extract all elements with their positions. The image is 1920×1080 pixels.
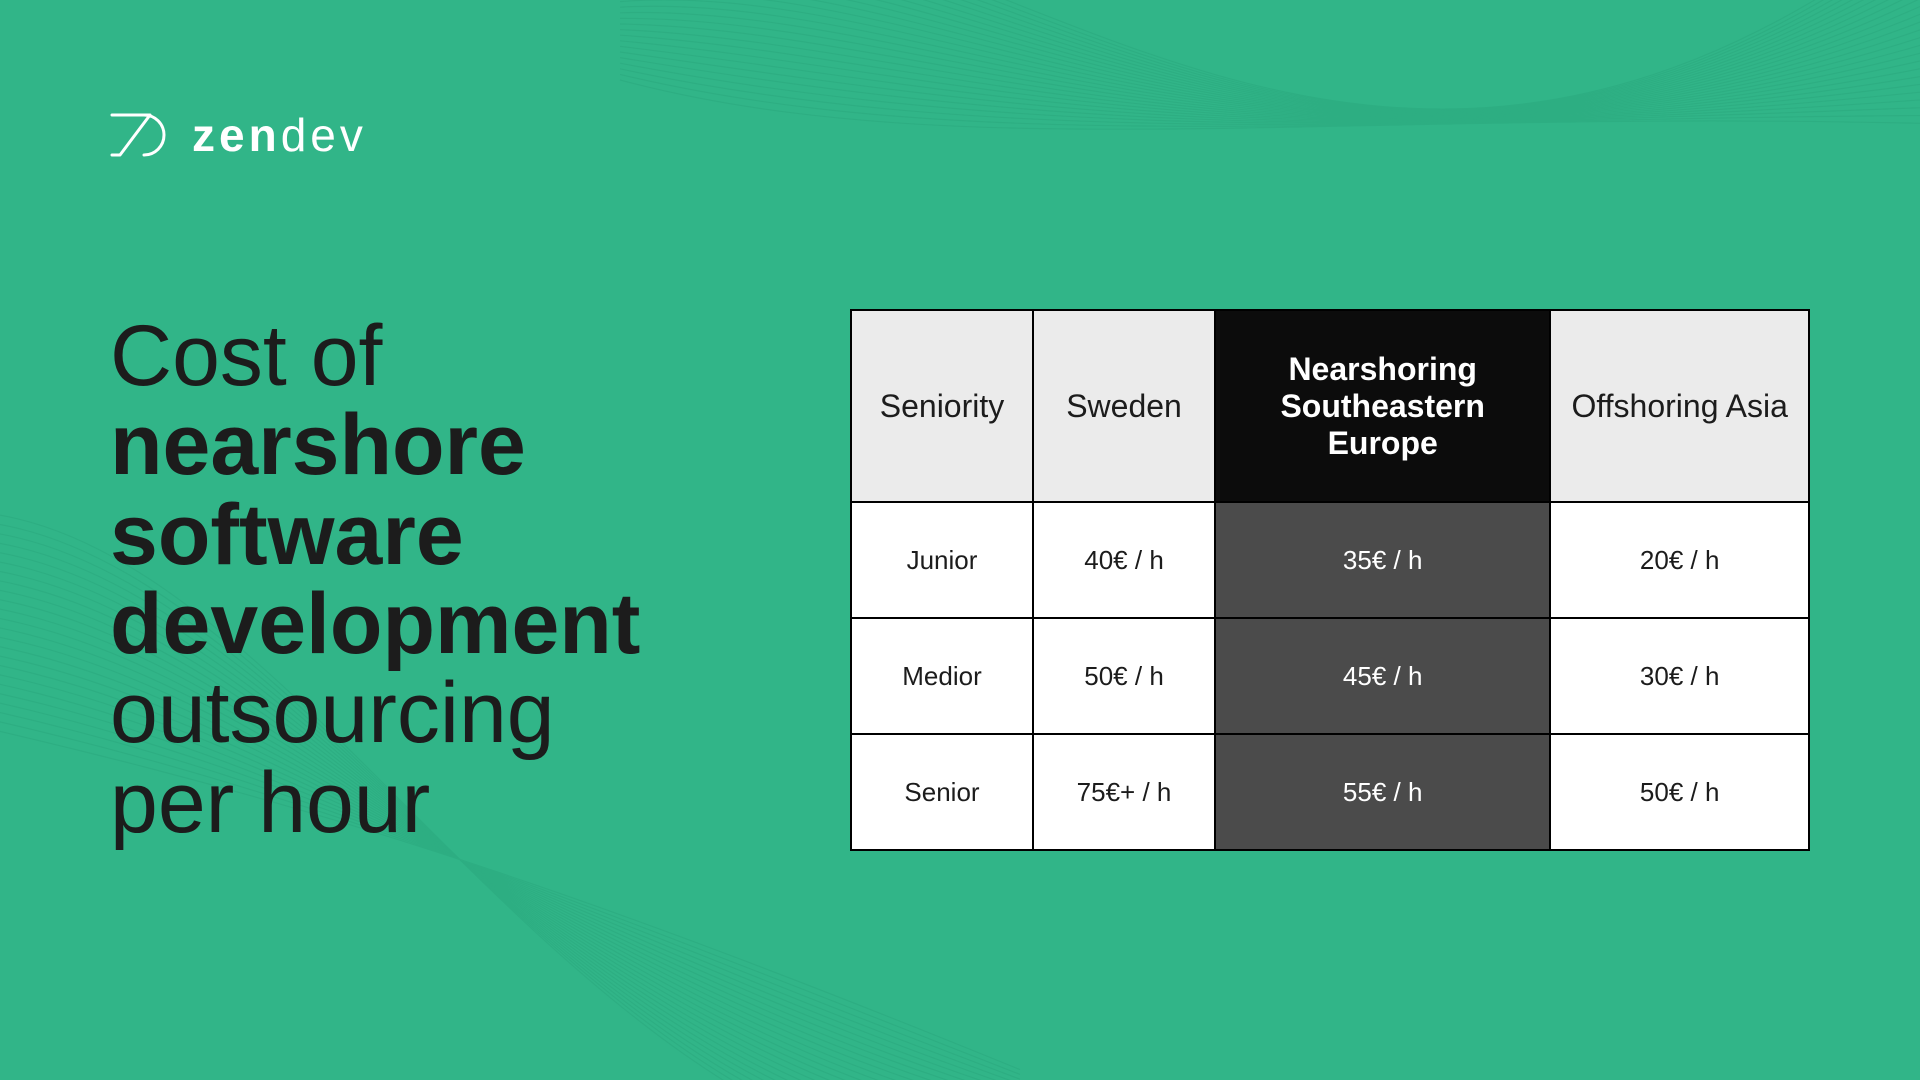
- table-cell: Medior: [851, 618, 1033, 734]
- table-cell: 20€ / h: [1550, 502, 1809, 618]
- content-row: Cost of nearshore software development o…: [0, 229, 1920, 851]
- title-bold-3: development: [110, 576, 640, 672]
- title-line-5: outsourcing: [110, 665, 555, 761]
- table-header-cell: Seniority: [851, 310, 1033, 502]
- title-block: Cost of nearshore software development o…: [110, 312, 770, 849]
- title-bold-1: nearshore: [110, 397, 526, 493]
- table-header-cell: Sweden: [1033, 310, 1215, 502]
- table-cell: Junior: [851, 502, 1033, 618]
- cost-table: SenioritySwedenNearshoring Southeastern …: [850, 309, 1810, 851]
- table-header-cell: Offshoring Asia: [1550, 310, 1809, 502]
- table-cell: Senior: [851, 734, 1033, 850]
- table-cell: 40€ / h: [1033, 502, 1215, 618]
- table-cell: 30€ / h: [1550, 618, 1809, 734]
- logo-text-bold: zen: [192, 109, 281, 161]
- table-row: Junior40€ / h35€ / h20€ / h: [851, 502, 1809, 618]
- table-cell: 55€ / h: [1215, 734, 1550, 850]
- logo-text-light: dev: [281, 109, 367, 161]
- logo-icon: [110, 113, 174, 157]
- table-cell: 45€ / h: [1215, 618, 1550, 734]
- table-row: Medior50€ / h45€ / h30€ / h: [851, 618, 1809, 734]
- infographic-canvas: zendev Cost of nearshore software develo…: [0, 0, 1920, 1080]
- table-cell: 75€+ / h: [1033, 734, 1215, 850]
- table-header-row: SenioritySwedenNearshoring Southeastern …: [851, 310, 1809, 502]
- title-line-6: per hour: [110, 755, 430, 851]
- brand-logo: zendev: [110, 108, 367, 162]
- logo-text: zendev: [192, 108, 367, 162]
- table-cell: 35€ / h: [1215, 502, 1550, 618]
- cost-table-head: SenioritySwedenNearshoring Southeastern …: [851, 310, 1809, 502]
- cost-table-container: SenioritySwedenNearshoring Southeastern …: [850, 309, 1810, 851]
- cost-table-body: Junior40€ / h35€ / h20€ / hMedior50€ / h…: [851, 502, 1809, 850]
- table-cell: 50€ / h: [1033, 618, 1215, 734]
- page-title: Cost of nearshore software development o…: [110, 312, 770, 849]
- table-row: Senior75€+ / h55€ / h50€ / h: [851, 734, 1809, 850]
- title-line-1: Cost of: [110, 308, 382, 404]
- table-header-cell: Nearshoring Southeastern Europe: [1215, 310, 1550, 502]
- title-bold-2: software: [110, 487, 464, 583]
- table-cell: 50€ / h: [1550, 734, 1809, 850]
